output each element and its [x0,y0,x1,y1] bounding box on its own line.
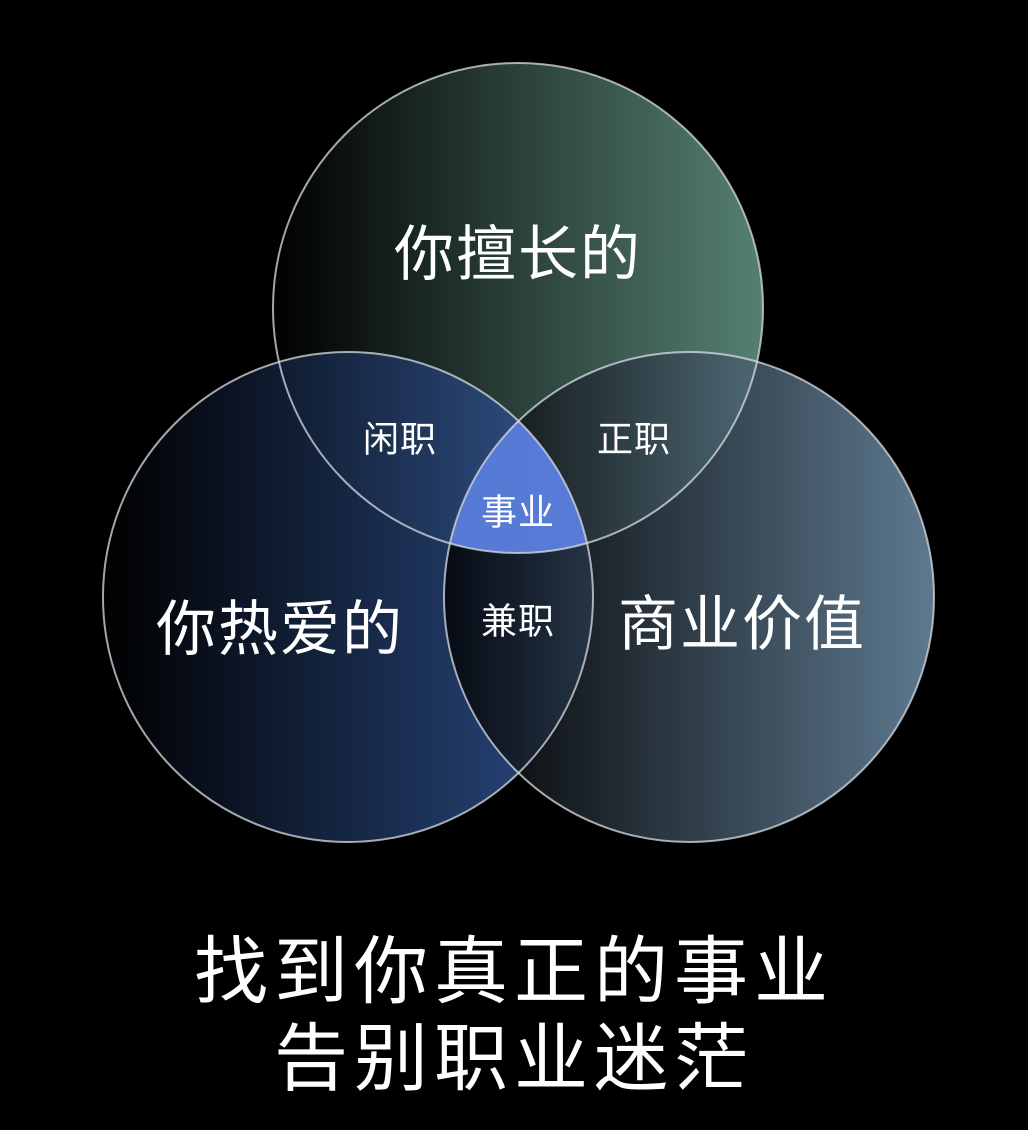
label-full-time-job: 正职 [597,420,671,461]
circle-left [103,352,593,842]
label-passion: 你热爱的 [156,595,404,665]
label-commercial-value: 商业价值 [618,590,866,660]
label-hobby-job: 闲职 [363,420,437,461]
venn-diagram: 你擅长的 你热爱的 商业价值 闲职 正职 兼职 事业 [102,62,935,843]
circle-right-outline [443,351,935,843]
label-career: 事业 [481,493,555,534]
circle-top-outline [272,62,764,554]
label-part-time-job: 兼职 [481,602,555,643]
caption-line-2: 告别职业迷茫 [274,1016,754,1102]
circle-left-outline [102,351,594,843]
label-good-at: 你擅长的 [394,220,642,290]
circle-right [444,352,934,842]
caption-line-1: 找到你真正的事业 [194,929,834,1015]
